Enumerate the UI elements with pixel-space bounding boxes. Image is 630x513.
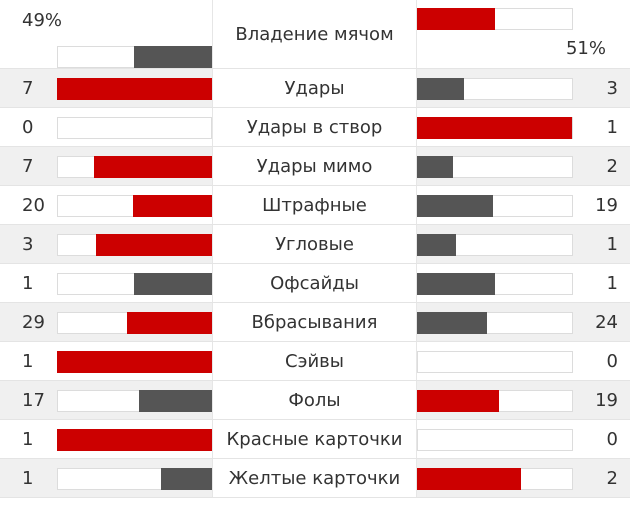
possession-row: 49% Владение мячом 51% <box>0 0 630 69</box>
home-stat-value: 17 <box>22 389 45 411</box>
away-stat-value: 1 <box>606 272 618 294</box>
stat-label: Офсайды <box>212 264 417 302</box>
away-possession-fill <box>417 8 495 30</box>
away-possession-bar <box>417 8 573 30</box>
home-stat-value: 29 <box>22 311 45 333</box>
away-stat-fill <box>417 155 453 178</box>
home-stat-bar <box>57 77 212 100</box>
home-stat-value: 0 <box>22 116 34 138</box>
home-stat-bar <box>57 428 212 451</box>
home-stat-bar <box>57 233 212 256</box>
home-stat-fill <box>139 389 212 412</box>
home-stat-value: 20 <box>22 194 45 216</box>
home-stat-fill <box>57 77 212 100</box>
home-stat-fill <box>133 194 212 217</box>
stat-row: 20 Штрафные 19 <box>0 186 630 225</box>
home-stat-value: 7 <box>22 155 34 177</box>
stat-label: Желтые карточки <box>212 459 417 497</box>
home-stat-bar <box>57 155 212 178</box>
stat-label: Красные карточки <box>212 420 417 458</box>
home-possession-fill <box>134 46 212 68</box>
away-stat-bar <box>417 272 573 295</box>
away-stat-value: 3 <box>606 77 618 99</box>
away-stat-fill <box>417 233 456 256</box>
away-possession-percent: 51% <box>565 38 606 59</box>
stat-label: Удары мимо <box>212 147 417 185</box>
home-stat-bar <box>57 467 212 490</box>
stat-label: Фолы <box>212 381 417 419</box>
stat-row: 3 Угловые 1 <box>0 225 630 264</box>
home-stat-value: 1 <box>22 467 34 489</box>
home-stat-bar <box>57 194 212 217</box>
home-stat-value: 7 <box>22 77 34 99</box>
away-stat-value: 0 <box>606 350 618 372</box>
away-stat-bar <box>417 116 573 139</box>
stat-label: Удары <box>212 69 417 107</box>
home-stat-bar <box>57 116 212 139</box>
stat-row: 1 Офсайды 1 <box>0 264 630 303</box>
away-stat-value: 0 <box>606 428 618 450</box>
stat-row: 1 Красные карточки 0 <box>0 420 630 459</box>
away-stat-bar <box>417 233 573 256</box>
home-stat-fill <box>57 350 212 373</box>
home-stat-bar <box>57 272 212 295</box>
away-stat-bar <box>417 311 573 334</box>
home-stat-fill <box>96 233 212 256</box>
home-stat-fill <box>161 467 212 490</box>
away-stat-fill <box>417 194 493 217</box>
stat-row: 1 Сэйвы 0 <box>0 342 630 381</box>
home-stat-fill <box>94 155 212 178</box>
away-stat-bar <box>417 77 573 100</box>
away-stat-value: 1 <box>606 233 618 255</box>
away-stat-value: 24 <box>595 311 618 333</box>
stat-row: 29 Вбрасывания 24 <box>0 303 630 342</box>
home-stat-bar <box>57 389 212 412</box>
home-stat-fill <box>127 311 212 334</box>
stat-row: 0 Удары в створ 1 <box>0 108 630 147</box>
away-stat-fill <box>417 77 464 100</box>
away-stat-fill <box>417 272 495 295</box>
home-stat-value: 1 <box>22 272 34 294</box>
away-stat-fill <box>417 311 487 334</box>
stat-label: Сэйвы <box>212 342 417 380</box>
stat-label: Удары в створ <box>212 108 417 146</box>
away-stat-bar <box>417 350 573 373</box>
home-stat-fill <box>134 272 212 295</box>
away-stat-bar <box>417 194 573 217</box>
stat-label: Вбрасывания <box>212 303 417 341</box>
home-stat-value: 1 <box>22 350 34 372</box>
away-stat-fill <box>417 116 572 139</box>
away-stat-value: 19 <box>595 194 618 216</box>
home-possession-bar <box>57 46 212 68</box>
away-stat-value: 2 <box>606 155 618 177</box>
away-stat-value: 2 <box>606 467 618 489</box>
away-stat-value: 1 <box>606 116 618 138</box>
home-stat-bar <box>57 350 212 373</box>
home-stat-fill <box>57 428 212 451</box>
away-stat-bar <box>417 155 573 178</box>
away-stat-fill <box>417 389 499 412</box>
home-stat-bar <box>57 311 212 334</box>
away-stat-bar <box>417 467 573 490</box>
possession-label: Владение мячом <box>212 0 417 68</box>
stat-row: 17 Фолы 19 <box>0 381 630 420</box>
home-stat-value: 1 <box>22 428 34 450</box>
away-stat-bar <box>417 428 573 451</box>
stat-row: 1 Желтые карточки 2 <box>0 459 630 498</box>
home-possession-percent: 49% <box>22 10 63 31</box>
stat-label: Угловые <box>212 225 417 263</box>
stat-label: Штрафные <box>212 186 417 224</box>
stat-row: 7 Удары 3 <box>0 69 630 108</box>
stat-row: 7 Удары мимо 2 <box>0 147 630 186</box>
away-stat-value: 19 <box>595 389 618 411</box>
away-stat-fill <box>417 467 521 490</box>
home-stat-value: 3 <box>22 233 34 255</box>
away-stat-bar <box>417 389 573 412</box>
